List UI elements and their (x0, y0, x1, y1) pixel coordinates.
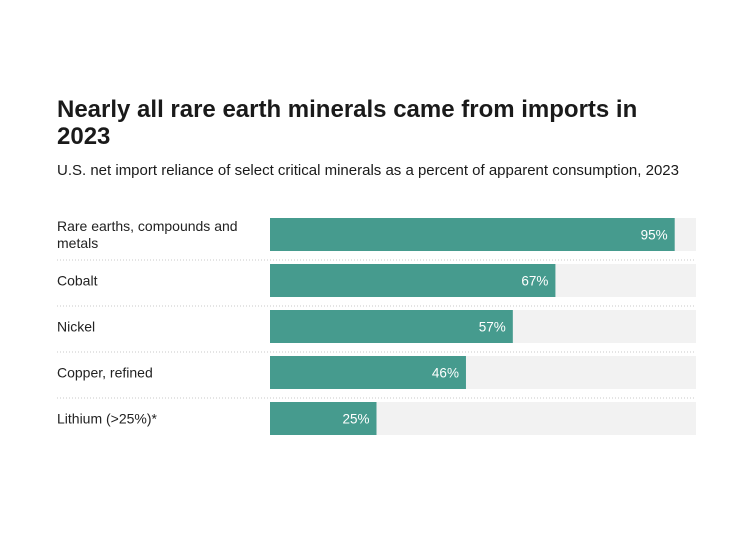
chart-title: Nearly all rare earth minerals came from… (57, 96, 638, 150)
bar (270, 218, 675, 251)
category-label: Nickel (57, 319, 95, 335)
bar-value-label: 25% (342, 412, 369, 427)
category-label: Rare earths, compounds and (57, 218, 238, 234)
category-label: Copper, refined (57, 365, 153, 381)
bar-value-label: 67% (521, 274, 548, 289)
category-label: Cobalt (57, 273, 98, 289)
category-label: metals (57, 235, 98, 251)
bar-value-label: 57% (479, 320, 506, 335)
bar-value-label: 46% (432, 366, 459, 381)
chart-subtitle: U.S. net import reliance of select criti… (57, 162, 679, 179)
bar (270, 310, 513, 343)
bar (270, 264, 556, 297)
bar-value-label: 95% (641, 228, 668, 243)
bar (270, 356, 466, 389)
bar (270, 402, 377, 435)
category-label: Lithium (>25%)* (57, 411, 158, 427)
